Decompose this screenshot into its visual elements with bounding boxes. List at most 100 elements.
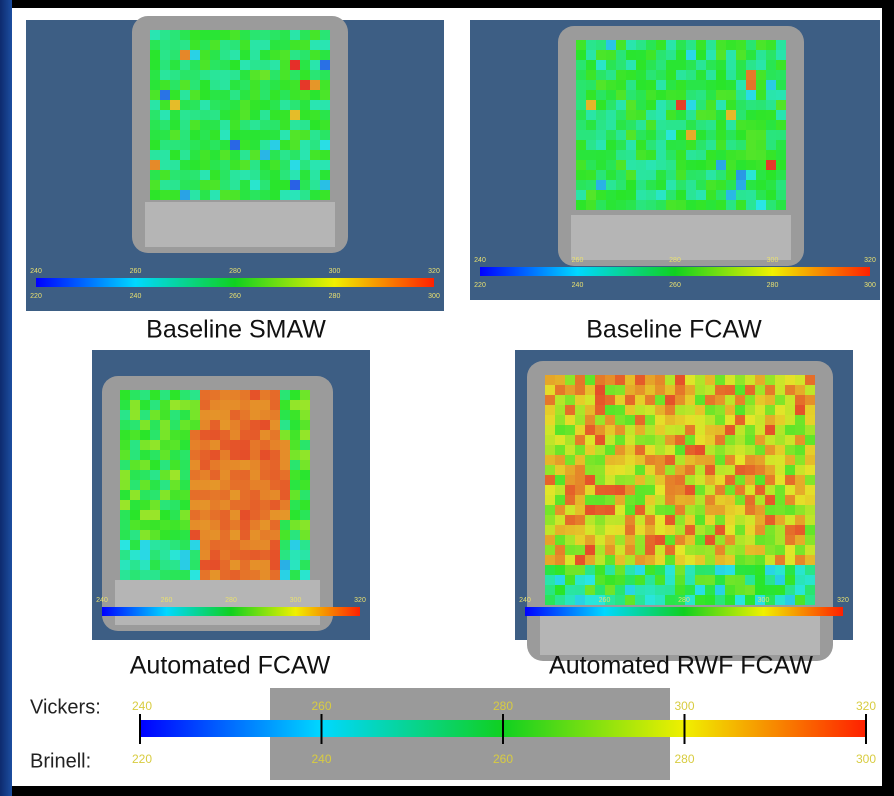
heat-cell [635, 385, 645, 395]
heat-cell [616, 120, 626, 130]
heat-cell [655, 485, 665, 495]
heat-cell [576, 200, 586, 210]
heat-cell [716, 130, 726, 140]
heat-cell [625, 385, 635, 395]
heat-cell [586, 180, 596, 190]
heat-cell [190, 110, 200, 120]
heat-cell [736, 60, 746, 70]
heat-cell [655, 465, 665, 475]
heat-cell [220, 90, 230, 100]
heat-cell [220, 560, 230, 570]
heat-cell [585, 495, 595, 505]
heat-cell [240, 120, 250, 130]
heat-cell [180, 570, 190, 580]
heat-cell [715, 445, 725, 455]
heat-cell [170, 110, 180, 120]
heat-cell [270, 440, 280, 450]
heat-cell [170, 560, 180, 570]
heat-cell [646, 160, 656, 170]
heat-cell [685, 445, 695, 455]
heat-cell [180, 70, 190, 80]
heat-cell [805, 375, 815, 385]
heat-cell [656, 100, 666, 110]
scale-bar [102, 607, 360, 616]
heat-cell [615, 545, 625, 555]
heat-cell [200, 120, 210, 130]
heat-cell [616, 200, 626, 210]
heat-cell [290, 190, 300, 200]
heat-cell [555, 425, 565, 435]
heat-cell [220, 480, 230, 490]
heat-cell [290, 40, 300, 50]
heat-cell [220, 510, 230, 520]
heat-cell [695, 505, 705, 515]
heat-cell [705, 505, 715, 515]
heat-cell [595, 575, 605, 585]
heat-cell [775, 445, 785, 455]
heat-cell [716, 190, 726, 200]
heat-cell [555, 575, 565, 585]
heat-cell [180, 60, 190, 70]
heat-cell [250, 510, 260, 520]
legend-tick-label: 260 [493, 752, 513, 766]
heat-cell [676, 190, 686, 200]
heat-cell [290, 440, 300, 450]
heat-cell [595, 485, 605, 495]
heat-cell [200, 50, 210, 60]
heat-cell [270, 90, 280, 100]
heat-cell [300, 420, 310, 430]
heat-cell [270, 430, 280, 440]
heat-cell [615, 595, 625, 605]
heat-cell [715, 385, 725, 395]
heat-cell [200, 410, 210, 420]
heat-cell [696, 50, 706, 60]
heat-cell [626, 180, 636, 190]
heat-cell [140, 390, 150, 400]
heat-cell [785, 405, 795, 415]
heat-cell [645, 475, 655, 485]
heat-cell [280, 410, 290, 420]
heat-cell [705, 435, 715, 445]
heat-cell [805, 525, 815, 535]
heat-cell [320, 180, 330, 190]
heat-cell [635, 535, 645, 545]
heat-cell [290, 520, 300, 530]
heat-cell [736, 70, 746, 80]
heat-cell [665, 535, 675, 545]
heat-cell [805, 445, 815, 455]
heat-cell [150, 130, 160, 140]
heat-cell [615, 375, 625, 385]
heat-cell [635, 475, 645, 485]
heat-cell [755, 555, 765, 565]
heat-cell [646, 150, 656, 160]
heat-cell [636, 80, 646, 90]
heat-cell [576, 50, 586, 60]
heat-cell [555, 595, 565, 605]
heat-cell [240, 540, 250, 550]
heat-cell [300, 500, 310, 510]
heat-cell [805, 535, 815, 545]
heat-cell [280, 390, 290, 400]
heat-cell [220, 140, 230, 150]
heat-cell [775, 385, 785, 395]
heat-cell [756, 140, 766, 150]
heat-cell [716, 200, 726, 210]
heat-cell [785, 455, 795, 465]
heat-cell [230, 120, 240, 130]
heat-cell [595, 495, 605, 505]
heat-cell [676, 140, 686, 150]
heat-cell [555, 565, 565, 575]
heat-cell [290, 450, 300, 460]
heat-cell [746, 90, 756, 100]
heat-cell [280, 190, 290, 200]
heat-cell [250, 530, 260, 540]
heat-cell [645, 435, 655, 445]
heat-cell [575, 375, 585, 385]
heat-cell [725, 575, 735, 585]
heat-cell [290, 180, 300, 190]
heat-cell [726, 70, 736, 80]
heat-cell [805, 435, 815, 445]
heat-cell [300, 150, 310, 160]
heat-cell [686, 170, 696, 180]
heat-cell [606, 130, 616, 140]
